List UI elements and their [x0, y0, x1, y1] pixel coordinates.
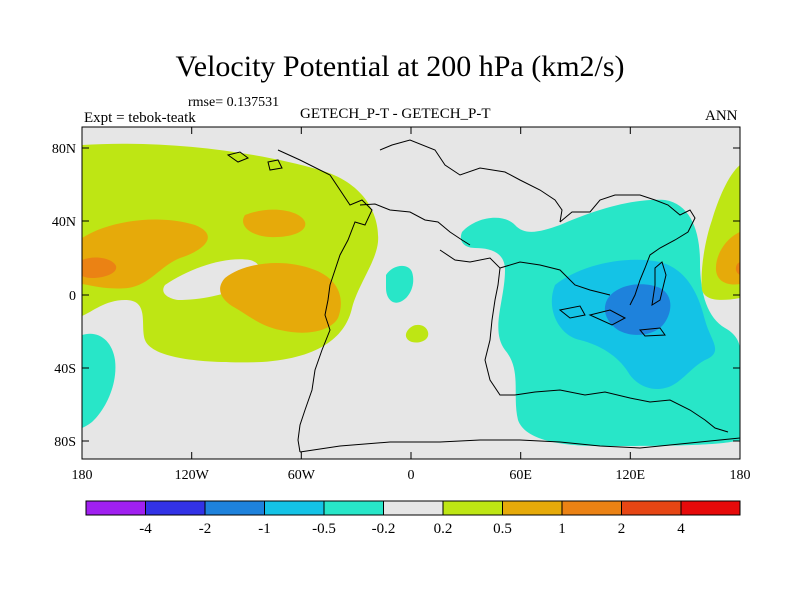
coastline-island-6 — [639, 327, 666, 337]
contour-positive-0p5-east — [715, 232, 740, 285]
colorbar-label: 0.2 — [434, 521, 453, 537]
colorbar-box — [145, 500, 206, 516]
colorbar-box — [442, 500, 503, 516]
colorbar-box — [561, 500, 622, 516]
colorbar-box — [204, 500, 265, 516]
coastline-asia — [559, 194, 696, 306]
y-tick-label: 80S — [54, 435, 76, 450]
contour-positive-0p5-equator — [220, 263, 341, 333]
coastline-americas — [277, 149, 373, 453]
colorbar-box — [383, 500, 444, 516]
colorbar-label: -1 — [258, 521, 271, 537]
contour-negative-1-indopacific — [604, 284, 671, 335]
colorbar-label: -0.5 — [312, 521, 336, 537]
y-tick-label: 40N — [52, 215, 76, 230]
y-axis-labels: 80N 40N 0 40S 80S — [52, 142, 76, 450]
tick-marks — [81, 127, 741, 459]
coastline-tethys — [499, 261, 611, 296]
contour-positive-1-east — [735, 262, 740, 275]
y-tick-label: 0 — [69, 289, 76, 304]
coastline-australia-antarctica — [514, 389, 729, 433]
colorbar — [85, 500, 741, 516]
x-tick-label: 180 — [72, 468, 93, 483]
colorbar-label: 1 — [558, 521, 566, 537]
contour-negative-0p2-atlantic — [386, 265, 414, 303]
contour-negative-0p2-southwest — [82, 333, 116, 428]
coastline-island-3 — [588, 309, 627, 326]
map-panel — [82, 127, 740, 459]
colorbar-box — [621, 500, 682, 516]
contour-positive-1-pacific — [82, 257, 117, 278]
coastline-antarctica — [299, 437, 740, 453]
rmse-label: rmse= 0.137531 — [188, 95, 280, 110]
coastlines — [226, 139, 740, 453]
coastline-europe — [359, 203, 471, 246]
colorbar-box — [680, 500, 741, 516]
x-tick-label: 0 — [408, 468, 415, 483]
colorbar-label: -2 — [199, 521, 212, 537]
colorbar-label: -4 — [139, 521, 152, 537]
colorbar-box — [85, 500, 146, 516]
y-tick-label: 80N — [52, 142, 76, 157]
coastline-island-1 — [226, 151, 250, 163]
plot-title: Velocity Potential at 200 hPa (km2/s) — [175, 50, 625, 83]
x-tick-label: 180 — [730, 468, 751, 483]
colorbar-labels: -4 -2 -1 -0.5 -0.2 0.2 0.5 1 2 4 — [139, 521, 685, 537]
coastline-africa — [439, 249, 515, 396]
x-axis-labels: 180 120W 60W 0 60E 120E 180 — [72, 468, 751, 483]
y-tick-label: 40S — [54, 362, 76, 377]
coastline-island-5 — [558, 305, 586, 319]
colorbar-box — [502, 500, 563, 516]
colorbar-label: 4 — [677, 521, 685, 537]
colorbar-box — [264, 500, 325, 516]
experiment-label: Expt = tebok-teatk — [84, 110, 196, 126]
contour-positive-0p5-north2 — [242, 209, 306, 238]
comparison-label: GETECH_P-T - GETECH_P-T — [300, 106, 491, 122]
coastline-island-2 — [267, 159, 283, 171]
x-tick-label: 60E — [509, 468, 532, 483]
contour-positive-0p2-atlantic — [405, 324, 429, 343]
colorbar-label: 2 — [618, 521, 626, 537]
x-tick-label: 120E — [616, 468, 646, 483]
colorbar-label: -0.2 — [372, 521, 396, 537]
x-tick-label: 60W — [288, 468, 316, 483]
colorbar-label: 0.5 — [493, 521, 512, 537]
coastline-greenland — [379, 139, 563, 223]
x-tick-label: 120W — [175, 468, 210, 483]
coastline-island-4 — [651, 261, 667, 306]
colorbar-box — [323, 500, 384, 516]
season-label: ANN — [705, 108, 738, 124]
